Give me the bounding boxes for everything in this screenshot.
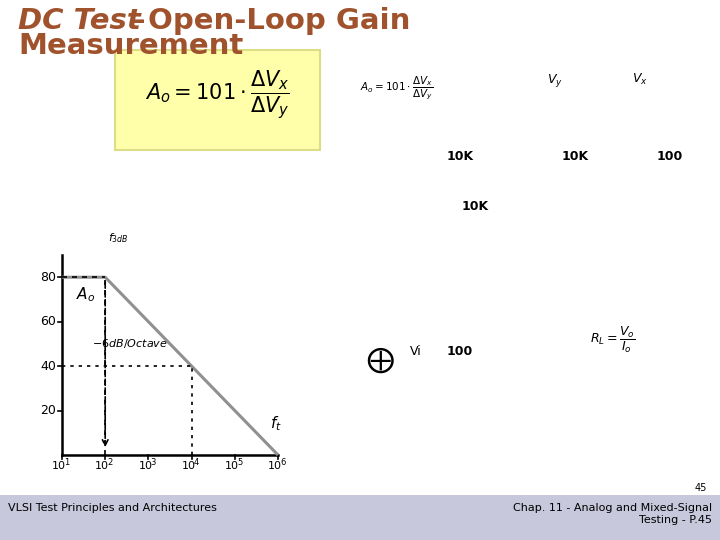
Text: 10: 10 <box>181 461 196 471</box>
Text: Testing - P.45: Testing - P.45 <box>639 515 712 525</box>
Text: $R_L = \dfrac{V_o}{I_o}$: $R_L = \dfrac{V_o}{I_o}$ <box>590 325 636 355</box>
Text: 100: 100 <box>447 345 473 358</box>
Text: $A_o = 101 \cdot \dfrac{\Delta V_x}{\Delta V_y}$: $A_o = 101 \cdot \dfrac{\Delta V_x}{\Del… <box>360 75 433 103</box>
Text: $A_o$: $A_o$ <box>76 285 95 304</box>
Text: 20: 20 <box>40 404 56 417</box>
Text: 60: 60 <box>40 315 56 328</box>
Text: $-6dB / Octave$: $-6dB / Octave$ <box>92 338 168 350</box>
Text: 10: 10 <box>52 461 66 471</box>
Text: 40: 40 <box>40 360 56 373</box>
Text: –: – <box>130 7 145 35</box>
Text: $V_x$: $V_x$ <box>632 72 648 87</box>
Text: 80: 80 <box>40 271 56 284</box>
Text: 45: 45 <box>695 483 707 493</box>
Bar <box>0 40 720 495</box>
Text: $V_y$: $V_y$ <box>547 72 563 89</box>
Text: Measurement: Measurement <box>18 32 243 60</box>
Text: 10: 10 <box>268 461 282 471</box>
Text: 5: 5 <box>237 458 243 467</box>
Text: Chap. 11 - Analog and Mixed-Signal: Chap. 11 - Analog and Mixed-Signal <box>513 503 712 513</box>
Text: $f_{3dB}$: $f_{3dB}$ <box>108 231 129 245</box>
Text: 100: 100 <box>657 150 683 163</box>
Text: 3: 3 <box>150 458 156 467</box>
Text: 10K: 10K <box>462 200 489 213</box>
Text: 2: 2 <box>107 458 113 467</box>
Text: 10: 10 <box>138 461 153 471</box>
Text: $f_t$: $f_t$ <box>270 414 282 433</box>
Bar <box>0 495 720 540</box>
Text: Open-Loop Gain: Open-Loop Gain <box>148 7 410 35</box>
Text: $\bigoplus$: $\bigoplus$ <box>366 345 395 375</box>
Text: 1: 1 <box>64 458 70 467</box>
Text: DC Test: DC Test <box>18 7 140 35</box>
Text: 10K: 10K <box>446 150 474 163</box>
Text: 4: 4 <box>194 458 199 467</box>
Text: 10K: 10K <box>562 150 588 163</box>
Text: Vi: Vi <box>410 345 422 358</box>
Bar <box>115 50 320 150</box>
Text: 6: 6 <box>280 458 286 467</box>
Text: VLSI Test Principles and Architectures: VLSI Test Principles and Architectures <box>8 503 217 513</box>
Text: $A_o = 101 \cdot \dfrac{\Delta V_x}{\Delta V_y}$: $A_o = 101 \cdot \dfrac{\Delta V_x}{\Del… <box>145 69 290 122</box>
Text: 10: 10 <box>95 461 109 471</box>
Text: 10: 10 <box>225 461 239 471</box>
